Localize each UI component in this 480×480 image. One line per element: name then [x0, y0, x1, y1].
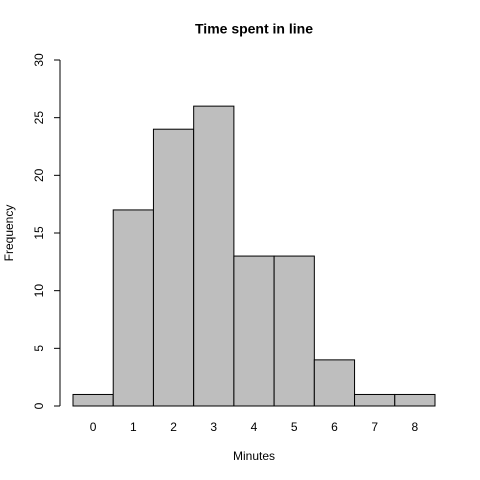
x-tick-label: 5: [291, 420, 298, 434]
chart-title: Time spent in line: [195, 21, 313, 37]
x-tick-label: 0: [90, 420, 97, 434]
x-tick-label: 6: [331, 420, 338, 434]
x-tick-label: 1: [130, 420, 137, 434]
bar: [313, 359, 356, 407]
bar: [394, 393, 436, 407]
x-axis-label: Minutes: [233, 449, 275, 463]
bar: [233, 255, 275, 407]
y-tick-label: 0: [32, 402, 46, 409]
bar: [354, 393, 396, 407]
bar: [112, 209, 154, 407]
x-tick-label: 8: [412, 420, 419, 434]
x-tick-label: 3: [210, 420, 217, 434]
y-tick-label: 10: [32, 284, 46, 298]
y-tick-label: 5: [32, 345, 46, 352]
y-tick-label: 20: [32, 168, 46, 182]
y-tick-label: 15: [32, 226, 46, 240]
y-tick-label: 25: [32, 111, 46, 125]
bar: [72, 393, 114, 407]
x-tick-label: 7: [371, 420, 378, 434]
bar: [193, 105, 235, 407]
y-axis-label: Frequency: [2, 205, 16, 262]
bar: [273, 255, 315, 407]
bar: [152, 128, 195, 407]
x-tick-label: 4: [251, 420, 258, 434]
x-tick-label: 2: [170, 420, 177, 434]
y-tick-label: 30: [32, 53, 46, 67]
